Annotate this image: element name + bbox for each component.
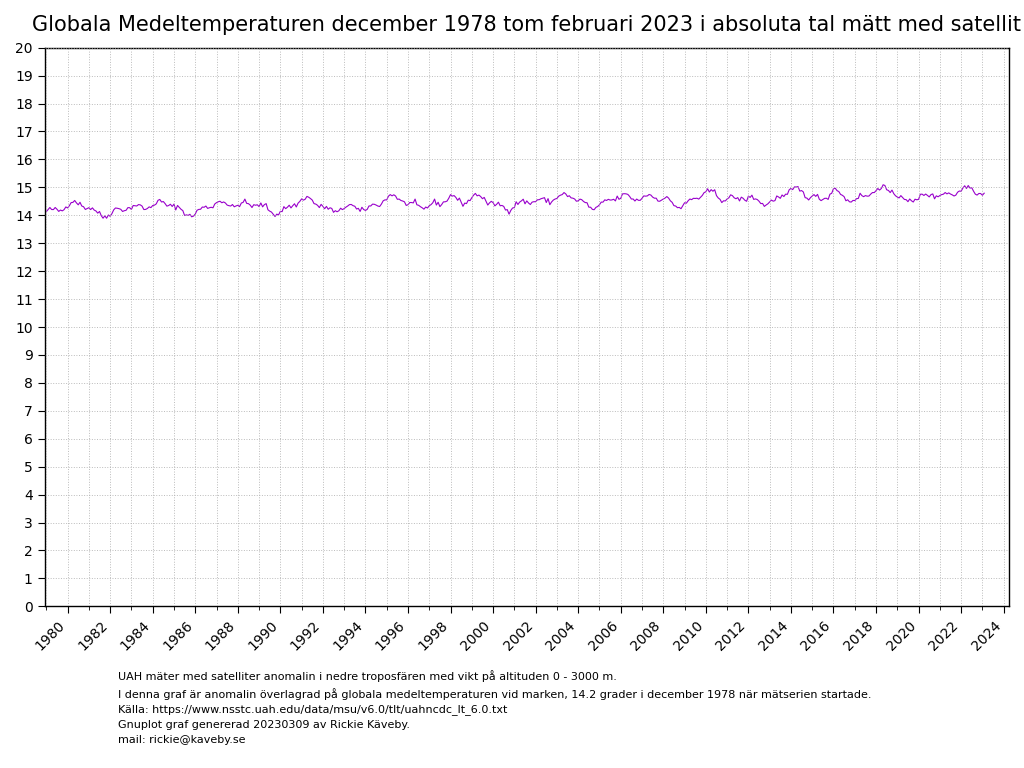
Text: UAH mäter med satelliter anomalin i nedre troposfären med vikt på altituden 0 - : UAH mäter med satelliter anomalin i nedr… [118,670,871,745]
Title: Globala Medeltemperaturen december 1978 tom februari 2023 i absoluta tal mätt me: Globala Medeltemperaturen december 1978 … [33,15,1021,35]
